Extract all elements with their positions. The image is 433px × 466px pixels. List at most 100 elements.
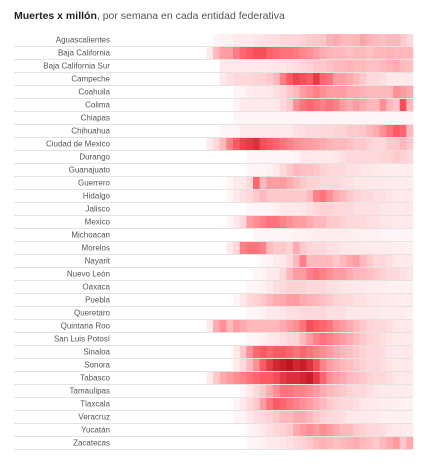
heatmap-cell — [313, 47, 320, 59]
heatmap-row: Jalisco — [14, 203, 414, 216]
heatmap-cell — [393, 294, 400, 306]
heatmap-cell — [313, 125, 320, 137]
heatmap-cell — [346, 138, 354, 150]
heatmap-cell — [266, 359, 274, 371]
heatmap-cell — [273, 151, 280, 163]
heatmap-cell — [259, 281, 267, 293]
heatmap-cell — [259, 437, 267, 449]
heatmap-cell — [379, 151, 387, 163]
heatmap-cell — [253, 398, 260, 410]
heatmap-cell — [399, 398, 407, 410]
heatmap-cell — [233, 112, 240, 124]
heatmap-cell — [379, 242, 387, 254]
heatmap-cell — [273, 398, 280, 410]
heatmap-cell — [299, 229, 307, 241]
heatmap-cell — [259, 242, 267, 254]
heatmap-cell — [359, 216, 367, 228]
heatmap-cell — [306, 86, 314, 98]
heatmap-cell — [273, 60, 280, 72]
heatmap-cell — [353, 216, 360, 228]
heatmap-cell — [246, 281, 254, 293]
heatmap-cell — [306, 385, 314, 397]
chart-title-bold: Muertes x millón — [14, 10, 97, 22]
heatmap-cell — [319, 190, 327, 202]
heatmap-cell — [386, 437, 394, 449]
heatmap-cell — [293, 346, 300, 358]
heatmap-cell — [353, 398, 360, 410]
heatmap-cell — [346, 242, 354, 254]
heatmap-cell — [379, 138, 387, 150]
heatmap-cell — [306, 242, 314, 254]
heatmap-row: Chiapas — [14, 112, 414, 125]
heatmap-cell — [339, 229, 347, 241]
heatmap-cell — [313, 398, 320, 410]
heatmap-cell — [293, 320, 300, 332]
heatmap-cell — [293, 372, 300, 384]
heatmap-cell — [353, 372, 360, 384]
heatmap-cell — [326, 73, 334, 85]
heatmap-cell — [366, 385, 374, 397]
heatmap-cell — [299, 385, 307, 397]
heatmap-cell — [286, 216, 294, 228]
heatmap-cell — [386, 99, 394, 111]
heatmap-cell — [386, 125, 394, 137]
heatmap-cell — [406, 385, 414, 397]
heatmap-cell — [286, 333, 294, 345]
heatmap-cell — [239, 86, 247, 98]
heatmap-cell — [246, 73, 254, 85]
heatmap-cell — [399, 190, 407, 202]
heatmap-cell — [279, 385, 287, 397]
heatmap-cell — [393, 34, 400, 46]
heatmap-cell — [246, 112, 254, 124]
heatmap-cell — [333, 268, 340, 280]
heatmap-cell — [386, 216, 394, 228]
heatmap-cell — [346, 229, 354, 241]
heatmap-cell — [313, 216, 320, 228]
heatmap-cell — [373, 307, 380, 319]
heatmap-cell — [346, 203, 354, 215]
heatmap-cell — [206, 138, 214, 150]
heatmap-cell — [299, 372, 307, 384]
heatmap-cell — [273, 138, 280, 150]
heatmap-cell — [326, 424, 334, 436]
heatmap-cell — [246, 99, 254, 111]
heatmap-cell — [366, 411, 374, 423]
heatmap-cell — [353, 86, 360, 98]
heatmap-cell — [373, 86, 380, 98]
heatmap-cell — [379, 60, 387, 72]
heatmap-cell — [373, 216, 380, 228]
heatmap-cell — [366, 281, 374, 293]
heatmap-cell — [286, 255, 294, 267]
heatmap-cell — [246, 242, 254, 254]
heatmap-cell — [286, 60, 294, 72]
heatmap-cell — [399, 151, 407, 163]
heatmap-cell — [339, 151, 347, 163]
heatmap-cell — [286, 203, 294, 215]
heatmap-cell — [299, 112, 307, 124]
heatmap-cell — [286, 398, 294, 410]
heatmap-cell — [273, 411, 280, 423]
heatmap-cell — [259, 216, 267, 228]
heatmap-cell — [206, 320, 214, 332]
heatmap-cell — [393, 47, 400, 59]
heatmap-cell — [373, 346, 380, 358]
heatmap-cell — [393, 112, 400, 124]
heatmap-cell — [253, 268, 260, 280]
heatmap-cell — [393, 333, 400, 345]
heatmap-cell — [259, 411, 267, 423]
heatmap-cell — [379, 359, 387, 371]
heatmap-cell — [279, 437, 287, 449]
heatmap-cell — [279, 372, 287, 384]
heatmap-cell — [353, 73, 360, 85]
heatmap-cell — [366, 125, 374, 137]
heatmap-cell — [306, 177, 314, 189]
heatmap-cell — [346, 281, 354, 293]
heatmap-cell — [266, 294, 274, 306]
heatmap-row: Sonora — [14, 359, 414, 372]
heatmap-cell — [266, 99, 274, 111]
heatmap-cell — [213, 372, 220, 384]
heatmap-cell — [406, 86, 414, 98]
heatmap-cell — [359, 86, 367, 98]
heatmap-cell — [259, 47, 267, 59]
heatmap-cell — [246, 385, 254, 397]
